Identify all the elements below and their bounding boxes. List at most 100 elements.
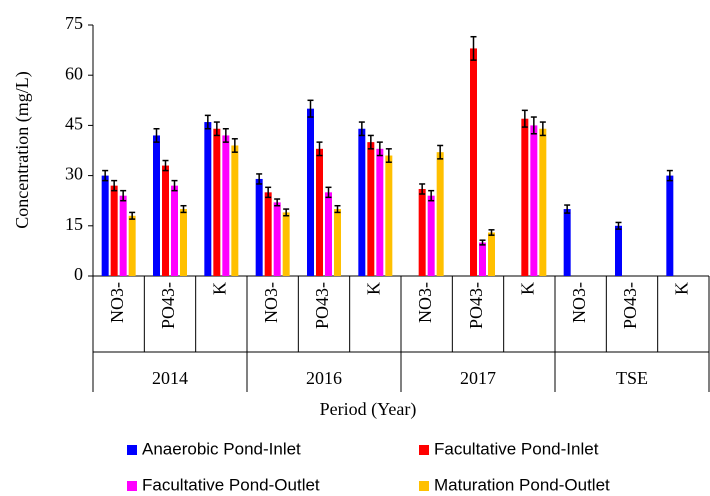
error-bar	[539, 121, 546, 137]
bar	[325, 192, 332, 276]
error-bar	[358, 121, 365, 137]
legend-swatch	[127, 481, 137, 491]
error-bar	[666, 169, 673, 182]
error-bar	[213, 121, 220, 137]
bar	[222, 135, 230, 276]
legend-label: Anaerobic Pond-Inlet	[142, 439, 301, 458]
error-bar	[316, 141, 323, 157]
x-tick-label: K	[517, 282, 537, 295]
error-bar	[376, 141, 383, 157]
error-bar	[274, 198, 281, 207]
x-tick-label: K	[363, 282, 383, 295]
y-tick-label: 30	[65, 164, 83, 184]
error-bar	[615, 221, 622, 230]
bar	[521, 118, 529, 276]
error-bar	[367, 134, 374, 150]
bar	[162, 165, 169, 276]
x-tick-label: NO3-	[415, 282, 435, 323]
x-tick-label: NO3-	[569, 282, 589, 323]
error-bar	[564, 204, 571, 214]
error-bar	[325, 186, 332, 199]
group-label: TSE	[616, 368, 648, 388]
error-bar	[222, 127, 229, 143]
bar	[470, 48, 477, 276]
bar	[273, 202, 281, 276]
bar	[119, 195, 127, 276]
bar	[427, 195, 435, 276]
bar	[385, 155, 393, 276]
x-tick-label: PO43-	[466, 282, 486, 329]
error-bar	[470, 35, 477, 61]
error-bar	[521, 109, 528, 128]
x-tick-label: NO3-	[107, 282, 127, 323]
error-bar	[479, 239, 486, 246]
error-bar	[428, 189, 435, 202]
bar	[204, 122, 212, 276]
bar	[367, 142, 375, 276]
bar	[334, 209, 341, 276]
error-bar	[171, 179, 178, 192]
error-bar	[283, 208, 290, 217]
bar	[264, 192, 272, 276]
error-bar	[204, 114, 211, 130]
bar	[615, 225, 622, 276]
bar	[563, 209, 571, 276]
error-bar	[180, 204, 187, 214]
bar	[153, 135, 160, 276]
bar	[316, 148, 323, 276]
error-bar	[231, 138, 238, 153]
error-bar	[129, 211, 136, 220]
error-bar	[120, 189, 127, 202]
error-bar	[530, 116, 537, 135]
bar	[436, 152, 444, 276]
x-axis-title: Period (Year)	[320, 399, 417, 420]
error-bar	[437, 144, 444, 160]
x-tick-label: PO43-	[620, 282, 640, 329]
error-bar	[307, 99, 314, 118]
y-tick-label: 75	[65, 13, 83, 33]
error-bar	[111, 179, 118, 192]
x-tick-label: PO43-	[312, 282, 332, 329]
error-bar	[334, 204, 341, 214]
group-label: 2017	[460, 368, 496, 388]
bar	[307, 108, 314, 277]
error-bar	[488, 229, 495, 236]
legend-label: Maturation Pond-Outlet	[434, 475, 610, 494]
error-bar	[153, 127, 160, 143]
legend-swatch	[419, 445, 429, 455]
bar	[255, 178, 263, 276]
bar	[488, 232, 495, 276]
legend-label: Facultative Pond-Inlet	[434, 439, 599, 458]
error-bar	[385, 148, 392, 163]
x-tick-label: PO43-	[158, 282, 178, 329]
error-bar	[162, 159, 169, 172]
x-tick-label: NO3-	[261, 282, 281, 323]
bar	[479, 242, 486, 276]
bar	[282, 212, 290, 276]
bar	[231, 145, 239, 276]
legend-label: Facultative Pond-Outlet	[142, 475, 320, 494]
bar	[358, 128, 366, 276]
y-tick-label: 60	[65, 63, 83, 83]
bar	[180, 209, 187, 276]
error-bar	[265, 186, 272, 199]
bar	[666, 175, 674, 276]
y-tick-label: 15	[65, 214, 83, 234]
legend-swatch	[127, 445, 137, 455]
y-axis-title: Concentration (mg/L)	[12, 71, 33, 228]
legend-swatch	[419, 481, 429, 491]
bar	[128, 215, 136, 276]
group-label: 2016	[306, 368, 342, 388]
bar	[530, 125, 538, 277]
error-bar	[256, 173, 263, 185]
error-bar	[102, 169, 109, 182]
bar	[171, 185, 178, 276]
y-tick-label: 0	[74, 264, 83, 284]
group-label: 2014	[152, 368, 188, 388]
bar	[376, 148, 384, 276]
bar	[418, 188, 426, 276]
bar	[213, 128, 221, 276]
bar	[539, 128, 547, 276]
y-tick-label: 45	[65, 114, 83, 134]
